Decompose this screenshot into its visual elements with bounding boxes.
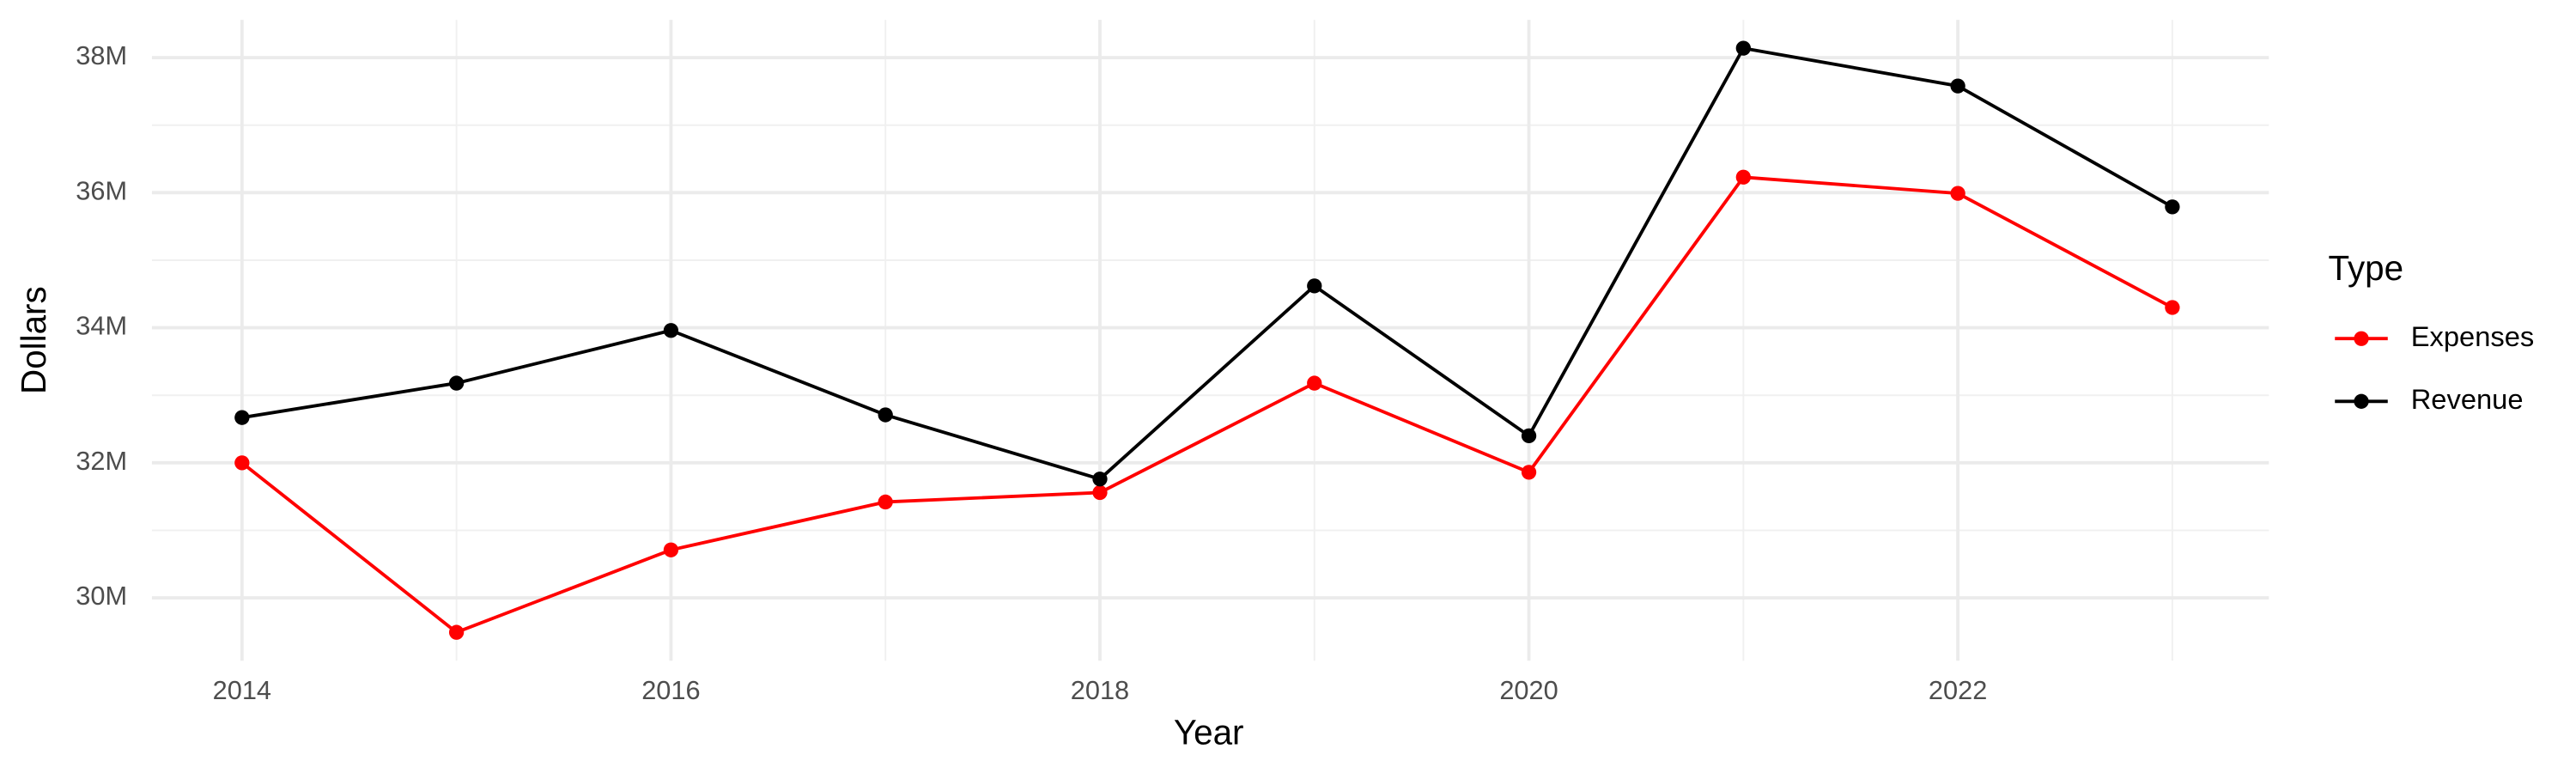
data-point <box>878 494 893 510</box>
y-tick-label: 32M <box>76 446 127 476</box>
legend-marker <box>2354 331 2369 346</box>
x-tick-label: 2016 <box>641 675 700 705</box>
series-line <box>241 46 2173 481</box>
y-tick-label: 36M <box>76 175 127 205</box>
data-point <box>1735 40 1751 56</box>
data-point <box>1950 186 1965 201</box>
data-point <box>1307 278 1322 294</box>
legend-marker <box>2354 393 2369 409</box>
legend-label: Revenue <box>2411 383 2524 415</box>
legend-label: Expenses <box>2411 320 2535 352</box>
data-point <box>2165 199 2180 215</box>
data-point <box>1521 465 1537 480</box>
x-tick-label: 2018 <box>1071 675 1129 705</box>
x-axis-label: Year <box>1174 712 1244 752</box>
series-line <box>240 175 2173 635</box>
data-point <box>1521 428 1537 444</box>
data-point <box>234 410 250 425</box>
data-point <box>448 375 465 391</box>
data-point <box>1735 169 1751 185</box>
data-point <box>234 455 250 471</box>
data-point <box>663 542 679 557</box>
data-point <box>1950 78 1965 94</box>
data-point <box>1092 484 1108 501</box>
x-tick-label: 2014 <box>213 675 271 705</box>
data-point <box>1092 472 1108 487</box>
legend-title: Type <box>2329 248 2404 288</box>
y-tick-label: 30M <box>76 581 127 611</box>
data-point <box>663 323 679 338</box>
x-tick-label: 2022 <box>1929 675 1987 705</box>
data-point <box>448 624 465 640</box>
data-point <box>878 407 893 423</box>
x-tick-label: 2020 <box>1499 675 1558 705</box>
y-tick-label: 38M <box>76 40 127 70</box>
y-tick-label: 34M <box>76 311 127 341</box>
y-axis-label: Dollars <box>14 286 53 394</box>
data-point <box>2165 300 2180 315</box>
data-point <box>1307 375 1322 391</box>
